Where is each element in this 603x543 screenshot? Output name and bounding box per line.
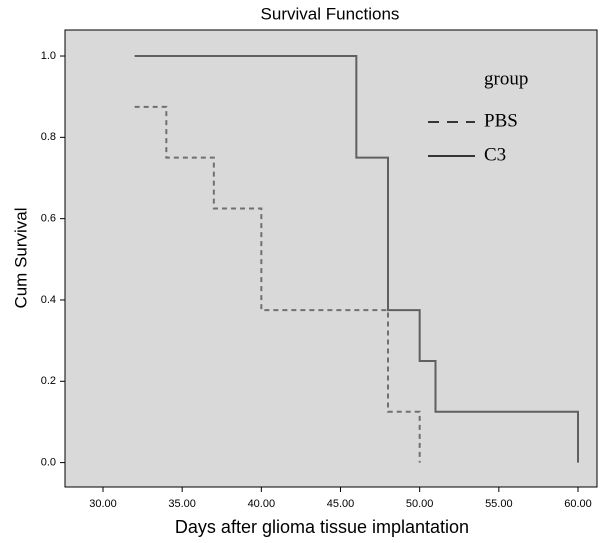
legend-label: PBS [484, 110, 518, 131]
survival-line [134, 105, 421, 463]
plot-area [64, 29, 598, 488]
y-tick-label: 0.2 [41, 375, 56, 387]
x-tick-label: 60.00 [564, 498, 592, 510]
x-tick-label: 50.00 [406, 498, 434, 510]
legend-label: C3 [484, 144, 506, 165]
y-tick-label: 0.0 [41, 457, 56, 469]
x-axis-label: Days after glioma tissue implantation [175, 517, 469, 537]
legend-title: group [484, 68, 528, 89]
survival-line [134, 55, 579, 463]
y-tick-label: 0.6 [41, 213, 56, 225]
y-axis-label: Cum Survival [11, 207, 30, 308]
y-tick-label: 0.4 [41, 294, 56, 306]
x-tick-label: 30.00 [89, 498, 117, 510]
x-tick-label: 45.00 [327, 498, 355, 510]
y-tick-label: 1.0 [41, 50, 56, 62]
y-tick-label: 0.8 [41, 131, 56, 143]
chart-title: Survival Functions [261, 4, 400, 23]
x-tick-label: 40.00 [248, 498, 276, 510]
x-tick-label: 35.00 [168, 498, 196, 510]
x-tick-label: 55.00 [485, 498, 513, 510]
